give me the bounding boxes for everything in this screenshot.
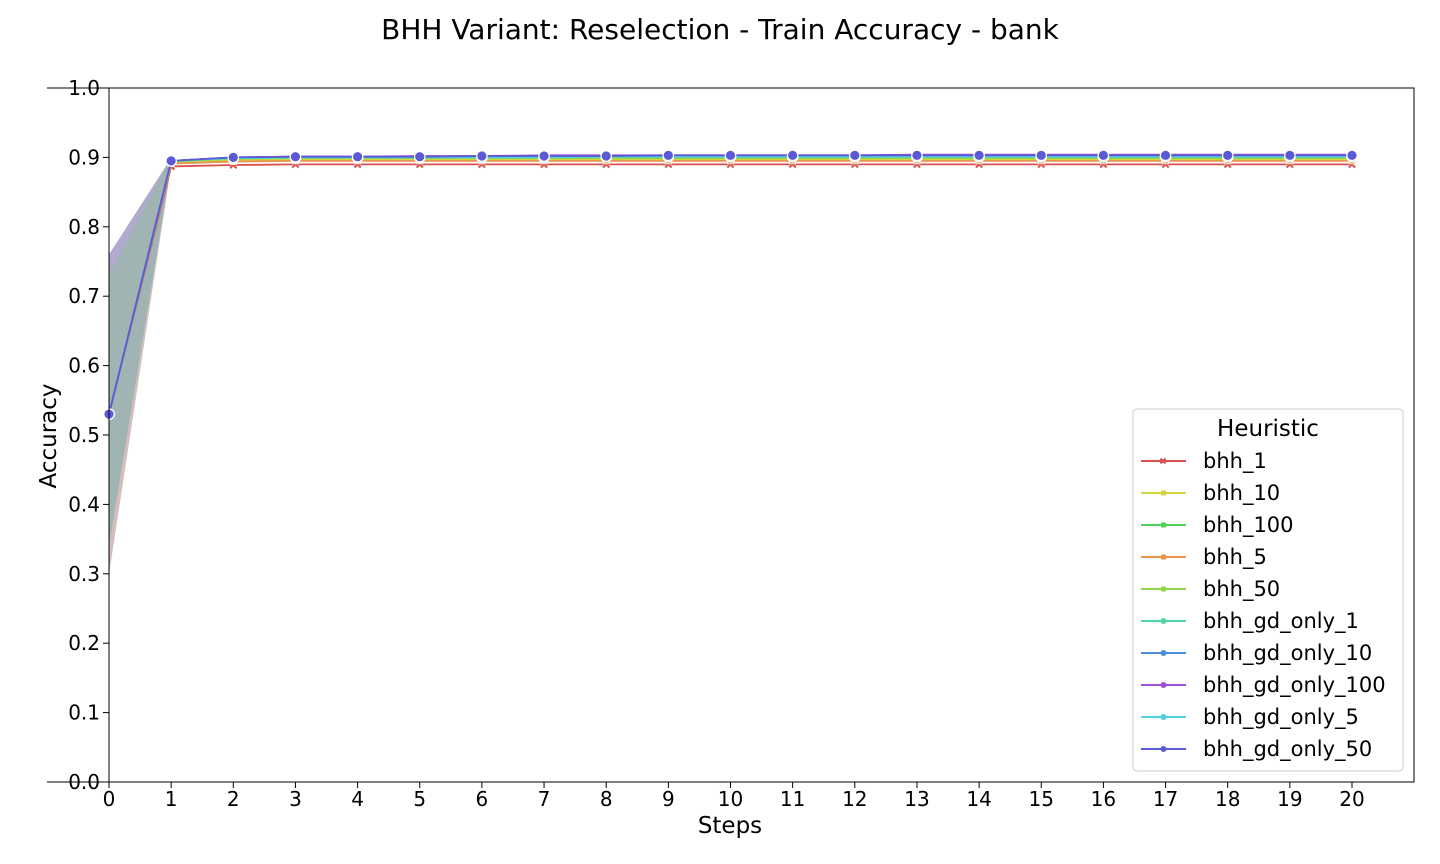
- y-tick-label: 0.6: [68, 354, 100, 378]
- data-point-bhh_gd_only_50-8: [600, 150, 612, 162]
- data-point-bhh_gd_only_50-16: [1097, 149, 1110, 162]
- legend-swatch-marker: [1160, 650, 1167, 656]
- legend-label: bhh_50: [1203, 577, 1280, 602]
- legend-swatch-marker: [1159, 457, 1167, 465]
- confidence-band-edge-upper: [109, 158, 172, 276]
- legend-entry: bhh_gd_only_50: [1141, 737, 1372, 762]
- data-point-bhh_gd_only_50-10: [724, 149, 737, 162]
- x-tick-label: 6: [476, 787, 489, 811]
- chart-title: BHH Variant: Reselection - Train Accurac…: [381, 13, 1060, 46]
- legend-entry: bhh_gd_only_100: [1141, 673, 1386, 698]
- legend-label: bhh_gd_only_100: [1203, 673, 1386, 698]
- data-point-bhh_gd_only_50-13: [911, 149, 923, 162]
- data-point-bhh_gd_only_50-11: [786, 149, 799, 162]
- x-tick-label: 2: [227, 787, 240, 811]
- legend: Heuristic bhh_1bhh_10bhh_100bhh_5bhh_50b…: [1132, 408, 1404, 772]
- y-tick-label: 0.1: [68, 701, 100, 725]
- x-tick-label: 16: [1091, 787, 1116, 811]
- x-tick-label: 10: [718, 787, 743, 811]
- x-tick-label: 12: [842, 787, 867, 811]
- legend-label: bhh_10: [1203, 481, 1280, 506]
- confidence-band-layer: [109, 158, 172, 574]
- legend-swatch-marker: [1161, 554, 1166, 560]
- data-point-bhh_gd_only_50-12: [848, 149, 861, 162]
- data-point-bhh_gd_only_50-1: [165, 155, 177, 167]
- x-tick-label: 18: [1215, 787, 1240, 811]
- data-point-bhh_gd_only_50-5: [413, 150, 426, 163]
- legend-title: Heuristic: [1217, 416, 1319, 442]
- x-tick-label: 4: [351, 787, 364, 811]
- legend-entry: bhh_gd_only_1: [1141, 609, 1359, 634]
- legend-label: bhh_gd_only_5: [1203, 705, 1359, 730]
- x-tick-label: 13: [904, 787, 929, 811]
- y-axis-label: Accuracy: [36, 383, 62, 488]
- legend-entry: bhh_50: [1141, 577, 1280, 602]
- legend-entry: bhh_10: [1141, 481, 1280, 506]
- y-tick-label: 0.4: [68, 492, 100, 516]
- data-point-bhh_gd_only_50-4: [351, 150, 364, 163]
- data-point-bhh_gd_only_50-6: [476, 150, 488, 162]
- x-tick-label: 11: [780, 787, 805, 811]
- legend-label: bhh_gd_only_1: [1203, 609, 1359, 634]
- y-tick-label: 0.5: [68, 423, 100, 447]
- data-point-bhh_gd_only_50-17: [1159, 149, 1172, 162]
- legend-swatch-marker: [1160, 714, 1167, 720]
- legend-label: bhh_gd_only_50: [1203, 737, 1372, 762]
- legend-swatch-marker: [1160, 682, 1167, 688]
- x-ticks: 0 1 2 3 4 5 6 7 8 9 10 11 12 13 14 15 16 17 18 19 20: [103, 782, 1365, 811]
- x-tick-label: 0: [103, 787, 116, 811]
- data-point-bhh_gd_only_50-9: [662, 149, 675, 162]
- x-tick-label: 3: [289, 787, 302, 811]
- legend-entry: bhh_5: [1141, 545, 1267, 570]
- legend-entries: bhh_1 bhh_10 bhh_100 bhh_5 bhh_50 bhh_gd_only…: [1141, 449, 1386, 762]
- legend-swatch-marker: [1160, 618, 1167, 624]
- legend-swatch-marker: [1160, 746, 1167, 752]
- confidence-band-edge-lower: [109, 165, 172, 574]
- x-tick-label: 8: [600, 787, 613, 811]
- x-axis-label: Steps: [698, 813, 762, 839]
- legend-label: bhh_5: [1203, 545, 1267, 570]
- legend-swatch-marker: [1161, 522, 1166, 528]
- legend-label: bhh_1: [1203, 449, 1267, 474]
- x-tick-label: 9: [662, 787, 675, 811]
- data-point-bhh_gd_only_50-15: [1035, 149, 1048, 162]
- data-point-bhh_gd_only_50-3: [289, 150, 302, 163]
- x-tick-label: 15: [1029, 787, 1054, 811]
- y-ticks: 0.0 0.1 0.2 0.3 0.4 0.5 0.6 0.7 0.8 0.9 1.0: [68, 76, 109, 794]
- data-point-bhh_gd_only_50-19: [1284, 149, 1296, 162]
- data-point-bhh_gd_only_50-14: [973, 149, 985, 162]
- legend-label: bhh_100: [1203, 513, 1294, 538]
- data-point-bhh_gd_only_50-20: [1346, 149, 1358, 162]
- y-tick-label: 0.7: [68, 284, 100, 308]
- y-tick-label: 0.9: [68, 145, 100, 169]
- legend-entry: bhh_1: [1141, 449, 1267, 474]
- legend-entry: bhh_100: [1141, 513, 1294, 538]
- legend-entry: bhh_gd_only_10: [1141, 641, 1372, 666]
- legend-entry: bhh_gd_only_5: [1141, 705, 1359, 730]
- data-point-bhh_gd_only_50-7: [538, 150, 550, 162]
- x-tick-label: 14: [966, 787, 991, 811]
- x-tick-label: 17: [1153, 787, 1178, 811]
- data-point-bhh_gd_only_50-2: [227, 151, 240, 164]
- legend-label: bhh_gd_only_10: [1203, 641, 1372, 666]
- y-tick-label: 0.8: [68, 215, 100, 239]
- legend-swatch-marker: [1161, 586, 1166, 592]
- legend-swatch-marker: [1161, 490, 1166, 496]
- x-tick-label: 20: [1339, 787, 1364, 811]
- y-tick-label: 1.0: [68, 76, 100, 100]
- x-tick-label: 19: [1277, 787, 1302, 811]
- x-tick-label: 5: [413, 787, 426, 811]
- x-tick-label: 7: [538, 787, 551, 811]
- y-tick-label: 0.0: [68, 770, 100, 794]
- y-tick-label: 0.3: [68, 562, 100, 586]
- legend-box: [1132, 408, 1404, 772]
- x-tick-label: 1: [165, 787, 178, 811]
- data-point-bhh_gd_only_50-18: [1221, 149, 1234, 162]
- y-tick-label: 0.2: [68, 631, 100, 655]
